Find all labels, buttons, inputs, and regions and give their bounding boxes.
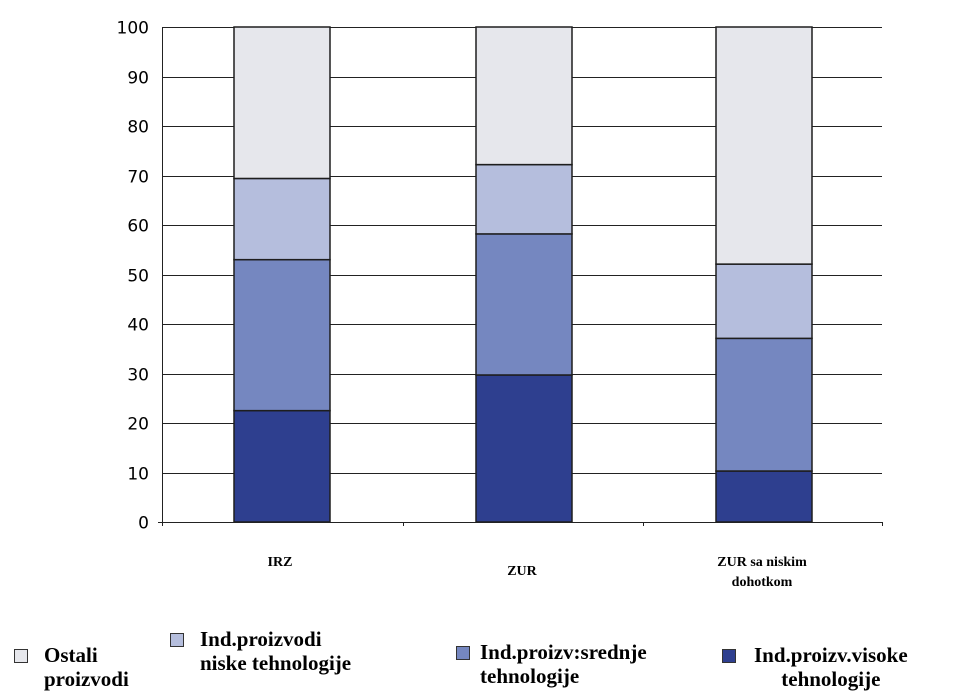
y-tick-label-90: 90 [127, 69, 149, 89]
bar-zur-ind-proizvodi-niske-tehnologije [475, 163, 573, 235]
y-tick-label-60: 60 [127, 217, 149, 237]
legend-item-srednje: Ind.proizv:srednje tehnologije [456, 640, 647, 688]
bar-irz-ind-proizv-visoke-tehnologije [233, 409, 331, 523]
y-tick-label-30: 30 [127, 366, 149, 386]
y-tick-label-80: 80 [127, 118, 149, 138]
bar-irz-ind-proizvodi-niske-tehnologije [233, 177, 331, 261]
y-tick-label-0: 0 [138, 514, 149, 534]
legend-label-niske: Ind.proizvodi niske tehnologije [200, 627, 352, 675]
legend-item-niske: Ind.proizvodi niske tehnologije [170, 627, 351, 675]
stacked-bar-chart: 0 10 20 30 40 50 60 70 80 90 100 IRZ ZUR ZUR sa niski… [117, 19, 883, 590]
legend-swatch-niske [170, 633, 184, 647]
legend-label-visoke: Ind.proizv.visoke tehnologije [754, 643, 908, 691]
legend-swatch-ostali [14, 649, 28, 663]
chart-legend: Ostali proizvodi Ind.proizvodi niske teh… [0, 600, 960, 695]
bar-zur-sa-niskim-dohotkom-ind-proizvodi-niske-tehnologije [715, 263, 813, 340]
bar-zur-sa-niskim-dohotkom-ind-proizv-visoke-tehnologije [715, 470, 813, 523]
bar-zur-ind-proizv-visoke-tehnologije [475, 374, 573, 523]
legend-item-ostali: Ostali proizvodi [14, 643, 129, 691]
x-tick-label-irz: IRZ [268, 555, 293, 570]
y-tick-label-40: 40 [127, 316, 149, 336]
bar-zur-sa-niskim-dohotkom-ind-proizv-srednje-tehnologije [715, 337, 813, 472]
y-tick-label-10: 10 [127, 465, 149, 485]
y-tick-label-100: 100 [117, 19, 149, 39]
y-tick-label-20: 20 [127, 415, 149, 435]
legend-swatch-visoke [722, 649, 736, 663]
x-tick-label-zur-sa-niskim-dohotkom: ZUR sa niskim dohotkom [717, 555, 807, 590]
legend-item-visoke: Ind.proizv.visoke tehnologije [722, 643, 908, 691]
y-tick-label-50: 50 [127, 267, 149, 287]
y-tick-label-70: 70 [127, 168, 149, 188]
legend-label-ostali: Ostali proizvodi [44, 643, 129, 691]
bar-zur-ostali-proizvodi [475, 26, 573, 166]
legend-swatch-srednje [456, 646, 470, 660]
bar-irz-ostali-proizvodi [233, 26, 331, 180]
bar-zur-ind-proizv-srednje-tehnologije [475, 233, 573, 376]
bar-irz-ind-proizv-srednje-tehnologije [233, 258, 331, 412]
x-tick-label-zur: ZUR [507, 564, 537, 579]
legend-label-srednje: Ind.proizv:srednje tehnologije [480, 640, 647, 688]
bar-zur-sa-niskim-dohotkom-ostali-proizvodi [715, 26, 813, 265]
